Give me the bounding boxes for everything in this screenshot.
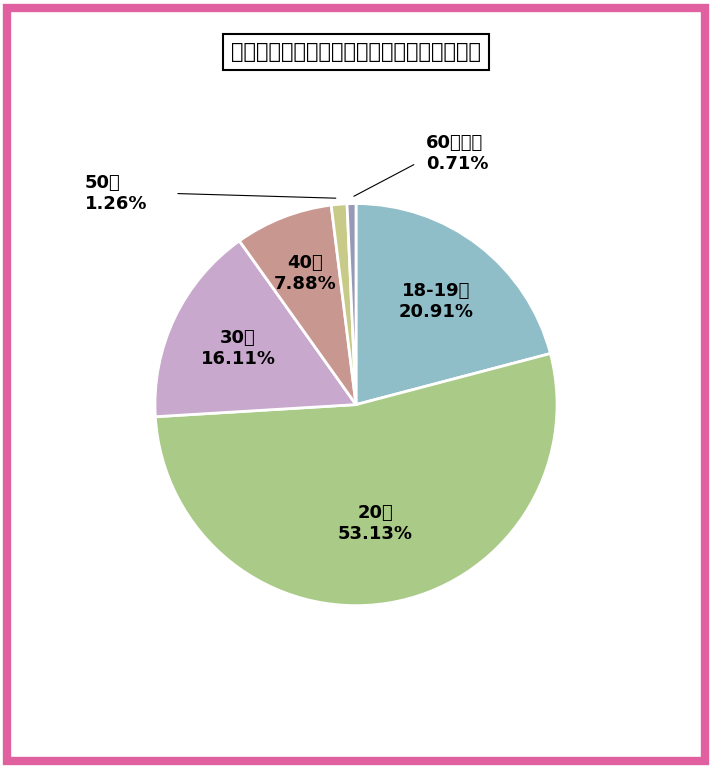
Title: 佐賀県のワクワクメール：女性会員の年齢層: 佐賀県のワクワクメール：女性会員の年齢層 xyxy=(231,42,481,62)
Wedge shape xyxy=(155,241,356,417)
Text: 50代
1.26%: 50代 1.26% xyxy=(85,174,147,213)
Text: 30代
16.11%: 30代 16.11% xyxy=(201,329,276,368)
Text: 20代
53.13%: 20代 53.13% xyxy=(337,504,412,543)
Text: 18-19歳
20.91%: 18-19歳 20.91% xyxy=(398,281,473,321)
Wedge shape xyxy=(356,204,550,404)
Text: 60代以上
0.71%: 60代以上 0.71% xyxy=(426,134,489,173)
Wedge shape xyxy=(155,354,557,606)
Wedge shape xyxy=(347,204,356,404)
Wedge shape xyxy=(239,205,356,404)
Text: 40代
7.88%: 40代 7.88% xyxy=(273,254,336,293)
Wedge shape xyxy=(331,204,356,404)
